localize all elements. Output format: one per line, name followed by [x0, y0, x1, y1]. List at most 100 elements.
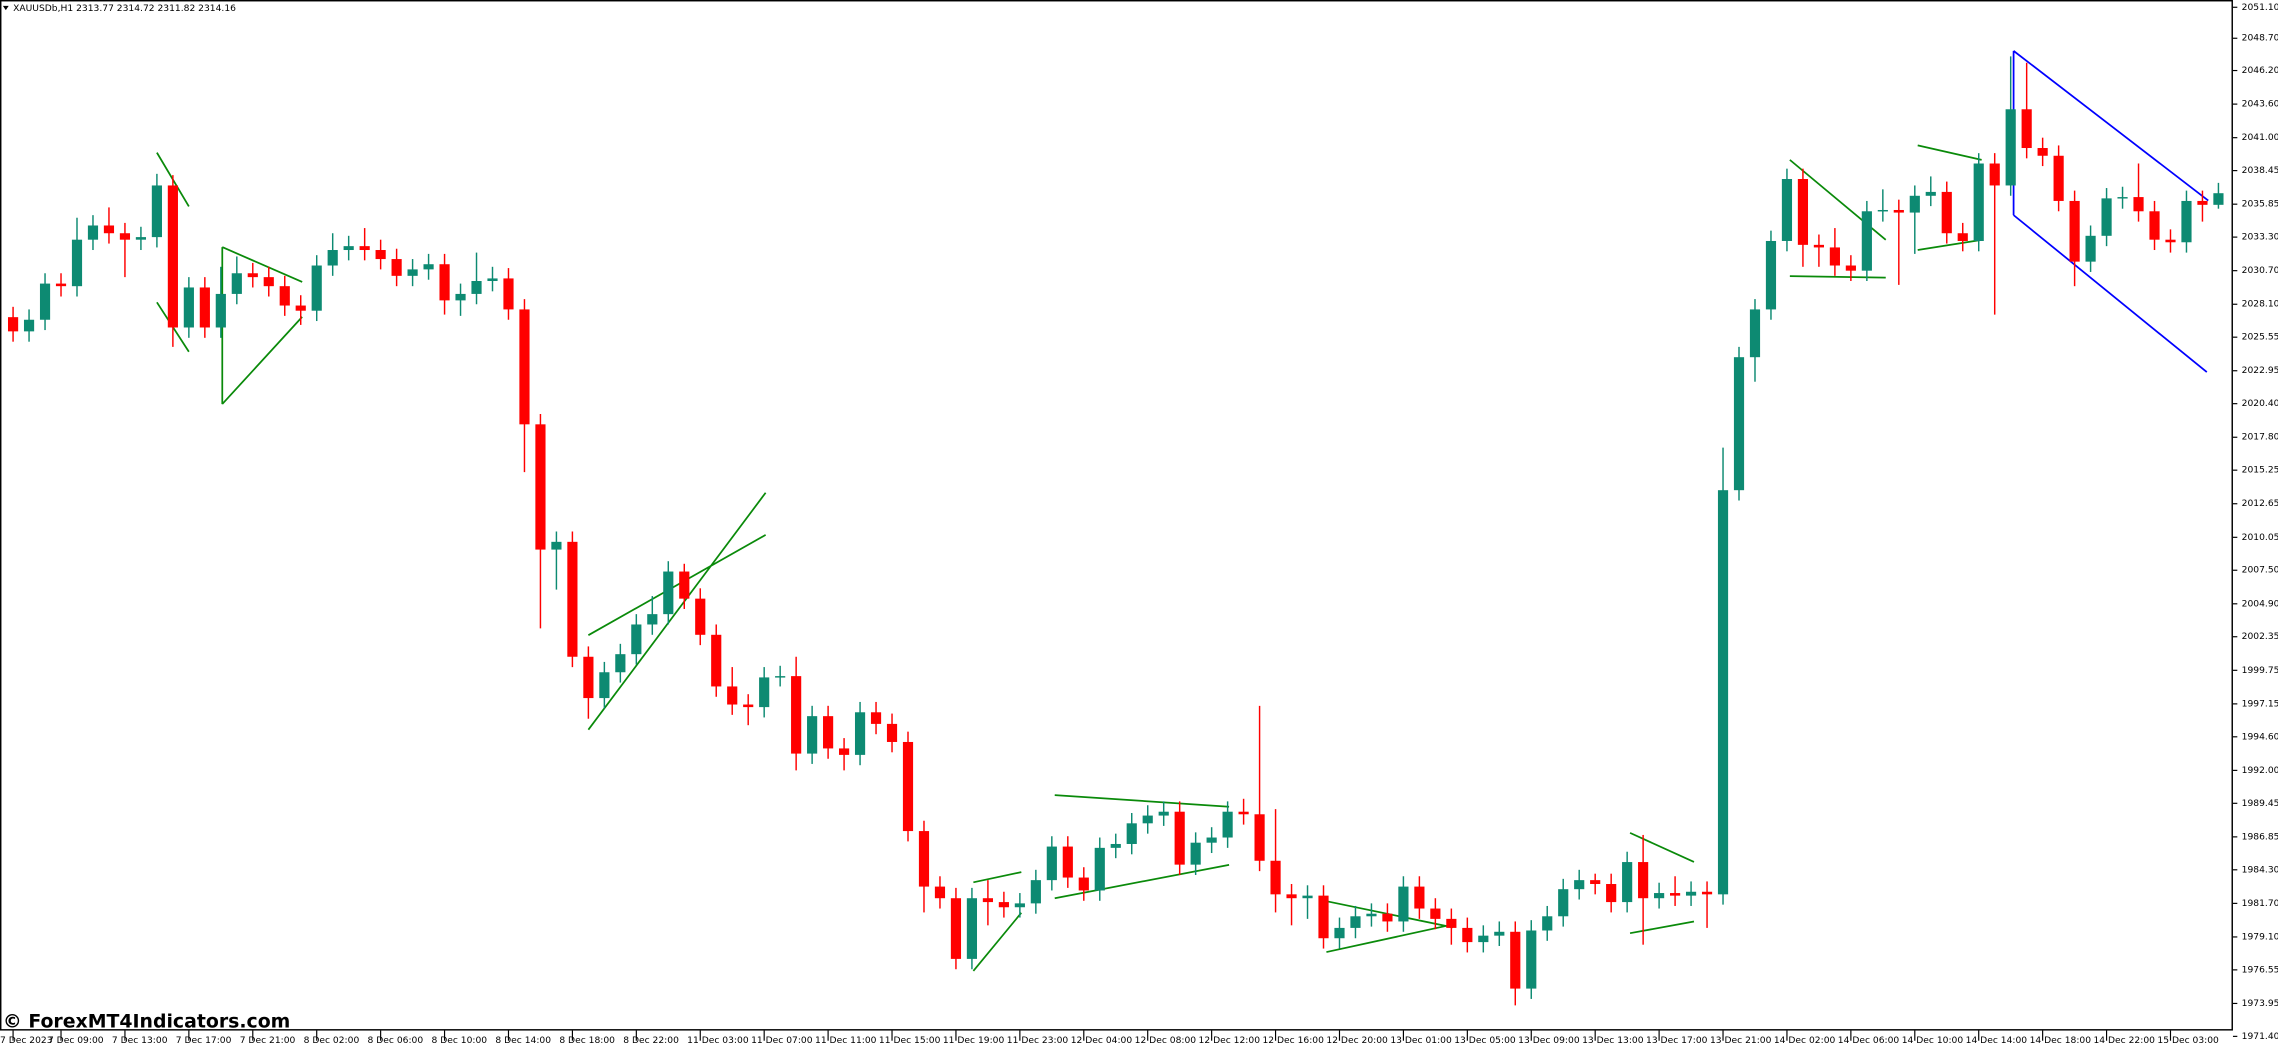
y-tick-label: 2022.95 — [2242, 366, 2278, 376]
candle-body — [1670, 893, 1681, 896]
candle-body — [1126, 823, 1137, 844]
x-tick-label: 14 Dec 02:00 — [1774, 1036, 1836, 1046]
x-tick-label: 8 Dec 22:00 — [623, 1036, 679, 1046]
candle-body — [1222, 811, 1233, 838]
x-tick-label: 8 Dec 06:00 — [368, 1036, 424, 1046]
y-tick-label: 2046.20 — [2242, 66, 2278, 76]
candle-body — [1286, 894, 1297, 899]
candle-body — [1478, 935, 1489, 943]
candle-body — [1957, 233, 1968, 241]
candle-body — [854, 712, 866, 755]
candle-body — [1510, 931, 1521, 989]
y-tick-label: 2012.65 — [2242, 499, 2278, 509]
x-tick-label: 11 Dec 07:00 — [751, 1036, 813, 1046]
candle-body — [407, 269, 418, 276]
candle-body — [2085, 235, 2096, 262]
candle-body — [679, 571, 690, 599]
candle-body — [1302, 895, 1313, 899]
y-tick-label: 2015.25 — [2242, 466, 2278, 476]
candle-body — [1542, 916, 1553, 931]
y-tick-label: 2004.90 — [2242, 599, 2278, 609]
candle-body — [1845, 265, 1856, 271]
candle-body — [934, 886, 946, 899]
candle-body — [1590, 880, 1601, 885]
candle-body — [167, 185, 178, 328]
candle-body — [487, 278, 498, 282]
candle-body — [199, 287, 210, 328]
y-tick-label: 1986.85 — [2242, 832, 2278, 842]
y-tick-label: 1994.60 — [2242, 732, 2278, 742]
candle-body — [1606, 884, 1617, 903]
candle-body — [55, 283, 67, 287]
y-tick-label: 2017.80 — [2242, 433, 2278, 443]
candle-body — [1270, 860, 1281, 895]
x-tick-label: 14 Dec 18:00 — [2030, 1036, 2092, 1046]
candle-body — [727, 686, 738, 705]
x-tick-label: 11 Dec 03:00 — [687, 1036, 749, 1046]
x-tick-label: 13 Dec 13:00 — [1582, 1036, 1644, 1046]
y-tick-label: 1973.95 — [2242, 999, 2278, 1009]
candle-body — [2149, 211, 2160, 240]
x-tick-label: 11 Dec 19:00 — [943, 1036, 1005, 1046]
candle-body — [1430, 908, 1441, 919]
x-tick-label: 14 Dec 22:00 — [2093, 1036, 2155, 1046]
candle-body — [711, 634, 722, 687]
candle-body — [359, 246, 370, 251]
x-tick-label: 11 Dec 15:00 — [879, 1036, 941, 1046]
candle-body — [647, 614, 658, 625]
y-tick-label: 1992.00 — [2242, 766, 2278, 776]
y-tick-label: 1976.55 — [2242, 965, 2278, 975]
candle-body — [1238, 811, 1249, 815]
candle-body — [1638, 862, 1649, 899]
candle-body — [1462, 927, 1473, 943]
candle-body — [950, 898, 962, 959]
candle-body — [1654, 893, 1665, 899]
x-tick-label: 12 Dec 08:00 — [1135, 1036, 1197, 1046]
candle-body — [1877, 209, 1888, 212]
candle-body — [535, 424, 546, 550]
candle-body — [71, 239, 83, 287]
candle-body — [2069, 200, 2080, 262]
x-tick-label: 7 Dec 17:00 — [176, 1036, 232, 1046]
candle-body — [311, 265, 322, 311]
candle-body — [1334, 927, 1345, 939]
candle-body — [455, 293, 466, 301]
candle-body — [1366, 913, 1377, 917]
candle-body — [663, 571, 674, 615]
candle-body — [759, 677, 770, 708]
y-tick-label: 2010.05 — [2242, 533, 2278, 543]
candle-body — [1382, 913, 1393, 922]
x-tick-label: 14 Dec 06:00 — [1838, 1036, 1900, 1046]
candle-body — [2197, 200, 2208, 205]
candle-body — [1558, 889, 1569, 917]
candle-body — [1813, 244, 1824, 248]
candle-body — [2101, 198, 2112, 236]
candle-body — [1206, 837, 1217, 843]
candle-body — [423, 264, 434, 270]
candle-body — [471, 281, 482, 294]
y-tick-label: 1981.70 — [2242, 899, 2278, 909]
candle-body — [2117, 197, 2128, 199]
candle-body — [615, 654, 626, 673]
candle-body — [2021, 109, 2032, 149]
candle-body — [1398, 886, 1409, 922]
candle-body — [1446, 918, 1457, 928]
candle-body — [119, 233, 131, 240]
candle-body — [1318, 895, 1329, 939]
x-tick-label: 7 Dec 21:00 — [240, 1036, 296, 1046]
candle-body — [2133, 197, 2144, 212]
candle-body — [2005, 109, 2016, 186]
candle-body — [1909, 195, 1920, 213]
candle-body — [551, 541, 562, 550]
candle-body — [1494, 931, 1505, 936]
candle-body — [599, 672, 610, 699]
candle-body — [1574, 880, 1585, 890]
x-tick-label: 13 Dec 05:00 — [1454, 1036, 1516, 1046]
candle-body — [1158, 811, 1169, 816]
candle-body — [1526, 930, 1537, 989]
y-tick-label: 2051.10 — [2242, 3, 2278, 13]
x-tick-label: 13 Dec 09:00 — [1518, 1036, 1580, 1046]
candle-body — [263, 277, 274, 287]
candle-body — [886, 723, 898, 742]
